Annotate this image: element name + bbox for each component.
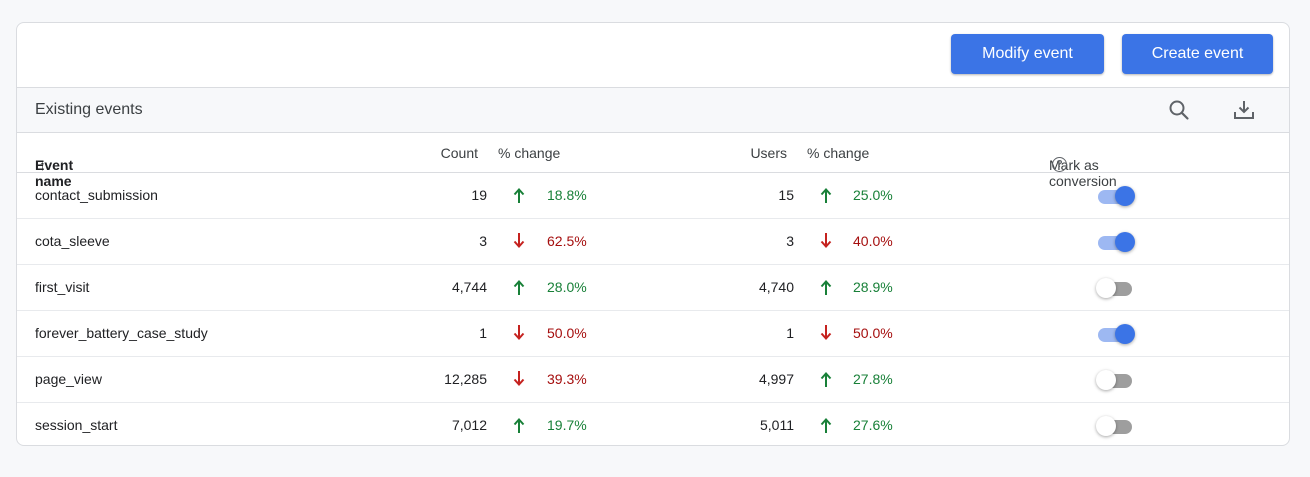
column-users-change[interactable]: % change xyxy=(807,145,870,161)
arrow-down-icon xyxy=(511,369,527,389)
count-change-value: 50.0% xyxy=(547,325,587,341)
events-card: Modify event Create event Existing event… xyxy=(16,22,1290,446)
table-row: page_view 12,285 39.3% 4,997 27.8% xyxy=(17,357,1289,403)
event-users: 15 xyxy=(778,187,794,203)
conversion-toggle[interactable] xyxy=(1096,323,1136,345)
event-count: 4,744 xyxy=(451,279,487,295)
conversion-toggle[interactable] xyxy=(1096,277,1136,299)
event-name[interactable]: contact_submission xyxy=(35,187,158,203)
event-count: 19 xyxy=(471,187,487,203)
users-change-value: 28.9% xyxy=(853,279,893,295)
arrow-up-icon xyxy=(511,185,527,205)
count-change-value: 18.8% xyxy=(547,187,587,203)
event-count: 1 xyxy=(479,325,487,341)
event-name[interactable]: page_view xyxy=(35,371,102,387)
event-name[interactable]: session_start xyxy=(35,417,118,433)
arrow-down-icon xyxy=(511,231,527,251)
count-change-value: 28.0% xyxy=(547,279,587,295)
section-header: Existing events xyxy=(17,88,1289,133)
conversion-toggle[interactable] xyxy=(1096,369,1136,391)
event-count: 3 xyxy=(479,233,487,249)
arrow-up-icon xyxy=(818,415,834,435)
column-users[interactable]: Users xyxy=(750,145,787,161)
event-count: 7,012 xyxy=(451,417,487,433)
event-name[interactable]: forever_battery_case_study xyxy=(35,325,208,341)
download-icon[interactable] xyxy=(1231,97,1257,123)
toolbar: Modify event Create event xyxy=(17,23,1289,88)
event-users: 4,997 xyxy=(758,371,794,387)
users-change-value: 50.0% xyxy=(853,325,893,341)
event-users: 1 xyxy=(786,325,794,341)
table-row: cota_sleeve 3 62.5% 3 40.0% xyxy=(17,219,1289,265)
conversion-toggle[interactable] xyxy=(1096,415,1136,437)
users-change-value: 40.0% xyxy=(853,233,893,249)
table-body: contact_submission 19 18.8% 15 25.0% cot… xyxy=(17,173,1289,445)
arrow-up-icon xyxy=(818,185,834,205)
users-change-value: 27.8% xyxy=(853,371,893,387)
arrow-down-icon xyxy=(818,323,834,343)
table-row: contact_submission 19 18.8% 15 25.0% xyxy=(17,173,1289,219)
conversion-toggle[interactable] xyxy=(1096,185,1136,207)
section-title: Existing events xyxy=(35,101,143,118)
count-change-value: 39.3% xyxy=(547,371,587,387)
arrow-up-icon xyxy=(818,277,834,297)
event-count: 12,285 xyxy=(444,371,487,387)
arrow-down-icon xyxy=(511,323,527,343)
users-change-value: 25.0% xyxy=(853,187,893,203)
arrow-down-icon xyxy=(818,231,834,251)
sort-ascending-icon: ↑ xyxy=(39,157,46,173)
help-icon[interactable]: ? xyxy=(1052,157,1067,172)
search-icon[interactable] xyxy=(1166,97,1192,123)
column-count[interactable]: Count xyxy=(440,145,478,161)
table-row: first_visit 4,744 28.0% 4,740 28.9% xyxy=(17,265,1289,311)
event-name[interactable]: cota_sleeve xyxy=(35,233,110,249)
users-change-value: 27.6% xyxy=(853,417,893,433)
arrow-up-icon xyxy=(511,277,527,297)
table-header: Event name ↑ Count % change Users % chang… xyxy=(17,133,1289,189)
table-row: session_start 7,012 19.7% 5,011 27.6% xyxy=(17,403,1289,445)
table-row: forever_battery_case_study 1 50.0% 1 50.… xyxy=(17,311,1289,357)
count-change-value: 62.5% xyxy=(547,233,587,249)
arrow-up-icon xyxy=(511,415,527,435)
modify-event-button[interactable]: Modify event xyxy=(951,34,1104,74)
conversion-toggle[interactable] xyxy=(1096,231,1136,253)
event-users: 3 xyxy=(786,233,794,249)
create-event-button[interactable]: Create event xyxy=(1122,34,1273,74)
count-change-value: 19.7% xyxy=(547,417,587,433)
event-users: 5,011 xyxy=(760,417,794,433)
event-users: 4,740 xyxy=(758,279,794,295)
column-count-change[interactable]: % change xyxy=(498,145,561,161)
event-name[interactable]: first_visit xyxy=(35,279,90,295)
arrow-up-icon xyxy=(818,369,834,389)
